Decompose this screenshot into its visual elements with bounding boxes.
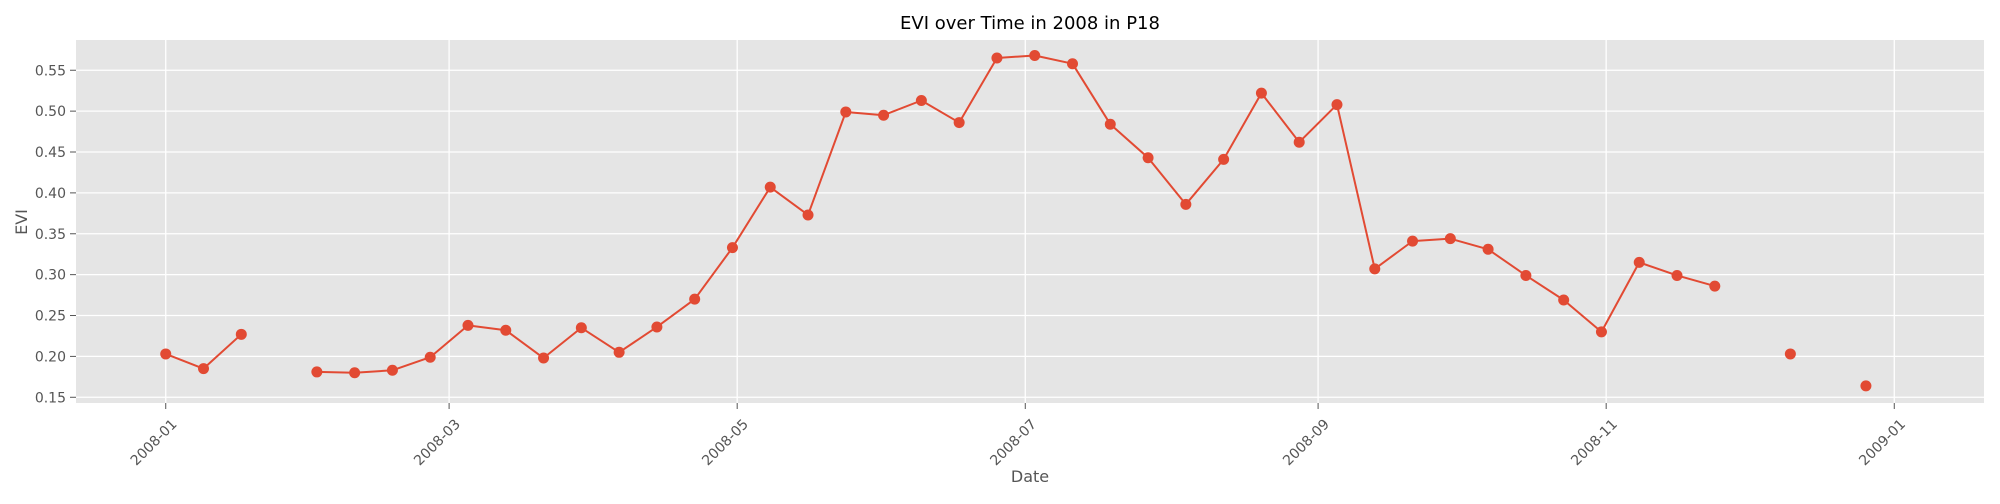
y-tick-label: 0.30 — [35, 268, 66, 284]
x-tick-label: 2008-11 — [1568, 416, 1621, 469]
data-point — [915, 95, 927, 106]
data-point — [1180, 198, 1192, 210]
data-point — [1444, 233, 1456, 245]
data-point — [1142, 152, 1154, 164]
data-point — [198, 363, 210, 375]
data-point — [235, 328, 247, 340]
data-point — [1104, 118, 1116, 130]
plot-background — [76, 40, 1984, 403]
grid — [76, 40, 1984, 403]
y-tick-label: 0.45 — [35, 145, 66, 161]
data-point — [1369, 263, 1381, 275]
x-axis-label: Date — [1011, 467, 1049, 486]
data-point — [840, 106, 852, 118]
y-tick-label: 0.40 — [35, 186, 66, 202]
data-point — [575, 322, 587, 334]
data-point — [1784, 348, 1796, 360]
data-point — [1293, 136, 1305, 148]
y-axis-label: EVI — [12, 209, 31, 235]
y-tick-label: 0.20 — [35, 349, 66, 365]
x-tick-label: 2008-07 — [987, 416, 1040, 469]
data-point — [1860, 380, 1872, 392]
data-point — [726, 242, 738, 254]
data-point — [1218, 153, 1230, 165]
data-point — [538, 352, 550, 364]
data-point — [500, 324, 512, 336]
x-tick-label: 2008-05 — [699, 416, 752, 469]
x-tick-label: 2008-01 — [128, 416, 181, 469]
data-point — [160, 348, 172, 360]
x-tick-label: 2009-01 — [1856, 416, 1909, 469]
x-tick-label: 2008-09 — [1280, 416, 1333, 469]
y-tick-label: 0.55 — [35, 63, 66, 79]
data-point — [953, 117, 965, 129]
data-point — [1671, 269, 1683, 281]
data-point — [1482, 243, 1494, 255]
y-tick-label: 0.15 — [35, 390, 66, 406]
data-point — [878, 109, 890, 121]
data-point — [1029, 50, 1041, 62]
data-point — [651, 321, 663, 333]
data-series — [160, 50, 1872, 392]
y-tick-label: 0.50 — [35, 104, 66, 120]
data-point — [1067, 58, 1079, 70]
data-point — [386, 364, 398, 376]
data-point — [462, 319, 474, 331]
chart-title: EVI over Time in 2008 in P18 — [900, 13, 1160, 34]
series-line — [316, 54, 1716, 374]
y-tick-label: 0.35 — [35, 227, 66, 243]
data-point — [1407, 235, 1419, 247]
data-point — [1558, 294, 1570, 306]
data-point — [764, 181, 776, 193]
data-point — [1520, 269, 1532, 281]
data-point — [1633, 256, 1645, 268]
data-point — [349, 367, 361, 379]
data-point — [1331, 99, 1343, 111]
data-point — [311, 366, 323, 378]
data-point — [1709, 280, 1721, 292]
data-point — [1595, 326, 1607, 338]
data-point — [802, 209, 814, 221]
data-point — [689, 293, 701, 305]
y-tick-label: 0.25 — [35, 309, 66, 325]
data-point — [1255, 87, 1267, 99]
data-point — [991, 52, 1003, 64]
x-tick-label: 2008-03 — [411, 416, 464, 469]
data-point — [424, 351, 436, 363]
data-point — [613, 346, 625, 358]
